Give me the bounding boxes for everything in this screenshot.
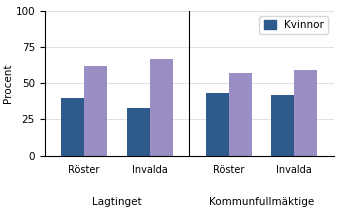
- Bar: [294, 70, 317, 156]
- Text: Kommunfullmäktige: Kommunfullmäktige: [209, 197, 314, 207]
- Bar: [84, 66, 107, 156]
- Bar: [229, 73, 251, 156]
- Bar: [206, 93, 229, 156]
- Legend: Kvinnor: Kvinnor: [259, 16, 329, 34]
- Text: Lagtinget: Lagtinget: [92, 197, 142, 207]
- Bar: [127, 108, 150, 156]
- Bar: [61, 98, 84, 156]
- Bar: [271, 95, 294, 156]
- Y-axis label: Procent: Procent: [3, 64, 13, 103]
- Bar: [150, 59, 173, 156]
